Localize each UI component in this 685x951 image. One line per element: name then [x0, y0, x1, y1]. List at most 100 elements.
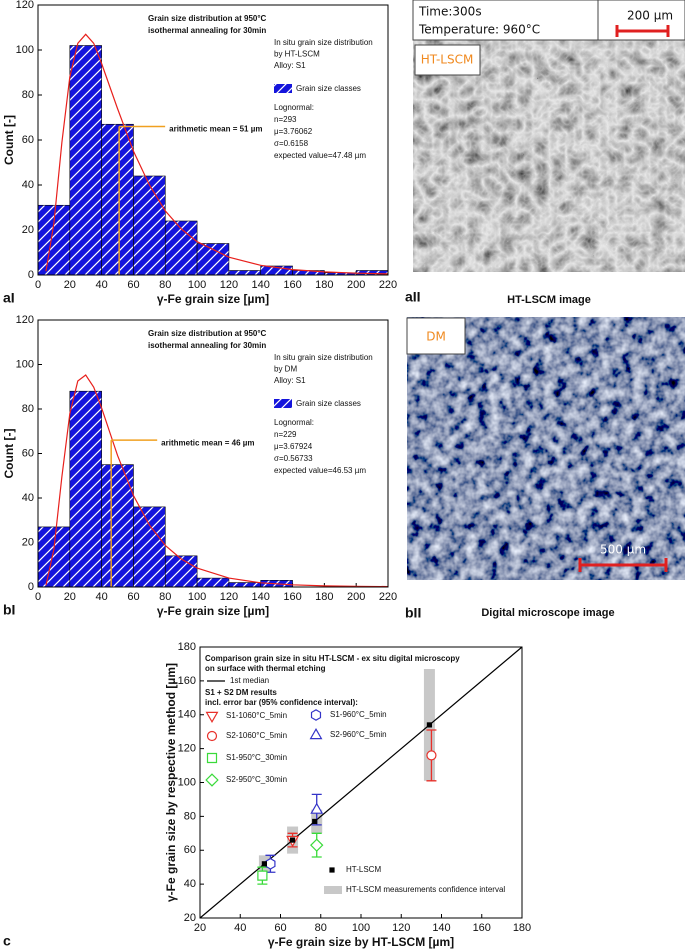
marker — [205, 711, 219, 724]
x-tick-label: 60 — [127, 279, 139, 291]
badge: HT-LSCM — [421, 53, 474, 67]
bar — [228, 270, 262, 276]
x-tick-label: 0 — [35, 279, 41, 291]
legend-swatch — [324, 886, 342, 894]
info-text: In situ grain size distribution — [274, 38, 373, 47]
panel-label: c — [3, 933, 11, 949]
y-tick-label: 160 — [178, 675, 196, 687]
marker — [312, 818, 318, 825]
legend-title: on surface with thermal etching — [205, 664, 326, 673]
info-text: In situ grain size distribution — [274, 353, 373, 362]
x-tick-label: 160 — [473, 922, 491, 934]
x-tick-label: 100 — [188, 591, 206, 603]
x-tick-label: 60 — [127, 591, 139, 603]
y-tick-label: 80 — [22, 89, 34, 101]
chart-title: Grain size distribution at 950°C — [148, 329, 267, 338]
x-tick-label: 0 — [35, 591, 41, 603]
mean-label: arithmetic mean = 51 µm — [169, 125, 262, 134]
y-tick-label: 20 — [184, 912, 196, 924]
y-tick-label: 100 — [16, 44, 34, 56]
x-tick-label: 140 — [252, 591, 270, 603]
info-text: Alloy: S1 — [274, 61, 306, 70]
y-tick-label: 140 — [178, 709, 196, 721]
microscope-image — [413, 0, 685, 272]
x-tick-label: 100 — [352, 922, 370, 934]
x-tick-label: 140 — [432, 922, 450, 934]
legend-label: Grain size classes — [296, 399, 361, 408]
chart-title: isothermal annealing for 30min — [148, 341, 266, 350]
legend-label: HT-LSCM measurements confidence interval — [346, 885, 505, 894]
marker — [289, 837, 296, 843]
x-tick-label: 200 — [347, 279, 365, 291]
info-text: Alloy: S1 — [274, 376, 306, 385]
y-tick-label: 0 — [28, 581, 34, 593]
info-box — [412, 0, 599, 41]
bar — [101, 123, 134, 276]
y-axis-label: Count [-] — [2, 115, 16, 165]
legend-subtitle: S1 + S2 DM results — [205, 688, 277, 697]
panel-label: bII — [405, 605, 421, 621]
y-tick-label: 100 — [16, 358, 34, 370]
marker — [329, 867, 335, 873]
x-tick-label: 120 — [220, 279, 238, 291]
fit-text: μ=3.67924 — [274, 442, 313, 451]
x-tick-label: 140 — [252, 279, 270, 291]
legend-subtitle: incl. error bar (95% confidence interval… — [205, 698, 358, 707]
x-axis-label: γ-Fe grain size by HT-LSCM [µm] — [268, 935, 454, 949]
x-tick-label: 200 — [347, 591, 365, 603]
mean-label: arithmetic mean = 46 µm — [161, 438, 254, 447]
fit-text: Lognormal: — [274, 103, 314, 112]
scale-label: 200 µm — [627, 9, 673, 23]
y-tick-label: 120 — [16, 314, 34, 326]
legend-label: S1-950°C_30min — [226, 753, 287, 762]
y-axis-label: γ-Fe grain size by respective method [µm… — [164, 663, 178, 902]
fit-curve — [45, 374, 389, 588]
x-tick-label: 180 — [315, 591, 333, 603]
legend-label: S2-950°C_30min — [226, 775, 287, 784]
y-tick-label: 20 — [22, 224, 34, 236]
legend-label: S2-960°C_5min — [330, 730, 387, 739]
median-line — [199, 646, 523, 919]
fit-text: expected value=46.53 µm — [274, 466, 366, 475]
bar — [69, 45, 102, 276]
plot-frame — [37, 4, 389, 276]
badge-box — [414, 44, 481, 76]
plot-frame — [199, 646, 523, 919]
image-text: Temperature: 960°C — [418, 23, 540, 37]
marker — [310, 709, 322, 721]
y-tick-label: 20 — [22, 536, 34, 548]
chart-title: isothermal annealing for 30min — [148, 26, 266, 35]
bar — [37, 526, 71, 588]
bar — [101, 464, 134, 588]
info-text: by DM — [274, 365, 297, 374]
fit-text: expected value=47.48 µm — [274, 151, 366, 160]
x-tick-label: 20 — [194, 922, 206, 934]
x-tick-label: 80 — [159, 591, 171, 603]
fit-text: Lognormal: — [274, 418, 314, 427]
info-text: by HT-LSCM — [274, 50, 320, 59]
plot-frame — [37, 319, 389, 588]
marker — [205, 773, 219, 787]
panel-label: bI — [3, 602, 15, 618]
y-tick-label: 40 — [22, 179, 34, 191]
bar — [196, 577, 230, 588]
x-tick-label: 120 — [220, 591, 238, 603]
marker — [310, 802, 324, 814]
x-tick-label: 180 — [513, 922, 531, 934]
marker — [426, 750, 437, 761]
marker — [206, 730, 218, 742]
bar — [196, 243, 230, 276]
scale-label: 500 µm — [600, 543, 646, 557]
x-tick-label: 40 — [96, 279, 108, 291]
fit-text: n=293 — [274, 115, 297, 124]
x-tick-label: 160 — [283, 591, 301, 603]
y-tick-label: 80 — [22, 403, 34, 415]
y-tick-label: 60 — [184, 844, 196, 856]
legend-label: 1st median — [230, 676, 269, 685]
fit-text: μ=3.76062 — [274, 127, 313, 136]
x-tick-label: 40 — [234, 922, 246, 934]
badge: DM — [426, 330, 446, 344]
marker — [309, 727, 323, 740]
y-axis-label: Count [-] — [2, 429, 16, 479]
panel-label: aII — [405, 289, 421, 305]
